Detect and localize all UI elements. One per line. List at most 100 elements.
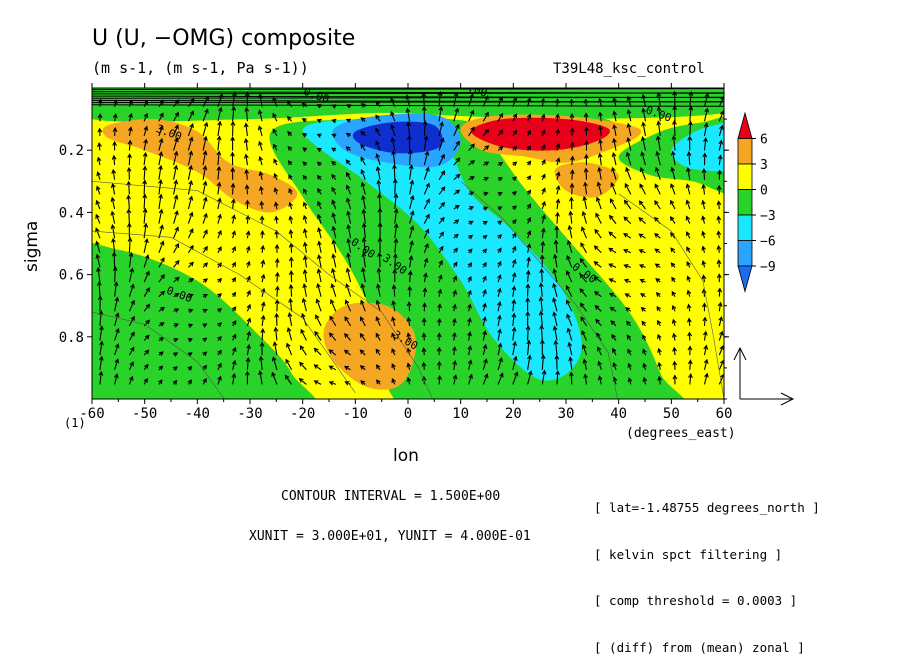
wind-vector [202, 229, 208, 239]
wind-vector [97, 280, 102, 297]
wind-vector [608, 231, 617, 239]
wind-vector [158, 224, 164, 239]
wind-vector [202, 245, 208, 254]
wind-vector [287, 312, 293, 326]
wind-vector [526, 113, 532, 122]
x-tick-label: 10 [452, 406, 469, 422]
wind-vector [317, 226, 322, 239]
colorbar-tick-label: −9 [760, 260, 776, 275]
wind-vector [595, 318, 602, 327]
wind-vector [316, 147, 322, 153]
wind-vector [316, 283, 322, 297]
wind-vector [217, 349, 222, 356]
wind-vector [511, 219, 517, 224]
wind-vector [567, 341, 573, 356]
wind-vector [344, 365, 351, 371]
wind-vector [231, 320, 237, 327]
colorbar-band-3 [737, 189, 753, 216]
wind-vector [245, 199, 250, 210]
wind-vector [314, 330, 322, 341]
wind-vector [260, 259, 266, 268]
wind-vector [231, 246, 237, 254]
wind-vector [407, 285, 413, 297]
wind-vector [452, 374, 458, 385]
note-diff: [ (diff) from (mean) zonal ] [594, 639, 805, 655]
wind-vector [569, 141, 575, 151]
wind-vector [580, 316, 587, 327]
wind-vector [288, 297, 293, 312]
wind-vector [330, 298, 337, 312]
wind-vector [95, 240, 101, 253]
wind-vector [598, 138, 603, 151]
wind-vector [375, 332, 381, 341]
wind-vector [188, 278, 194, 283]
wind-vector [232, 346, 237, 356]
wind-vector [467, 303, 472, 312]
x-tick-label: 50 [663, 406, 680, 422]
wind-vector [360, 181, 366, 195]
wind-vector [111, 237, 116, 253]
wind-vector [611, 166, 617, 180]
wind-vector [512, 355, 518, 370]
wind-vector [142, 179, 147, 195]
wind-vector [670, 166, 676, 180]
wind-vector [703, 92, 710, 107]
top-contour-7 [92, 104, 724, 107]
wind-vector [526, 216, 532, 224]
wind-vector [452, 289, 458, 297]
wind-vector [569, 155, 575, 166]
wind-vector [286, 342, 293, 356]
wind-vector [540, 227, 546, 239]
wind-vector [438, 201, 446, 210]
wind-vector [377, 251, 382, 268]
wind-vector [216, 197, 222, 210]
wind-vector [497, 220, 503, 226]
wind-vector [671, 332, 677, 341]
wind-vector [114, 327, 120, 341]
wind-vector [717, 287, 723, 297]
wind-vector [468, 109, 475, 122]
wind-vector [143, 138, 148, 151]
wind-vector [98, 370, 104, 385]
wind-vector [302, 174, 308, 181]
wind-vector [482, 373, 489, 385]
wind-vector [569, 169, 575, 180]
wind-vector [158, 151, 164, 166]
wind-vector [128, 283, 135, 297]
wind-vector [640, 135, 647, 151]
wind-vector [407, 270, 413, 283]
wind-vector [112, 266, 118, 283]
wind-vector [360, 299, 366, 312]
wind-vector [230, 198, 236, 210]
wind-vector [669, 216, 676, 224]
wind-vector [158, 290, 166, 298]
wind-vector [702, 330, 708, 341]
wind-vector [375, 348, 381, 356]
wind-vector [642, 348, 647, 356]
wind-vector [423, 198, 430, 210]
wind-vector [111, 168, 117, 180]
wind-vector [581, 330, 587, 341]
wind-vector [565, 270, 573, 283]
wind-vector [482, 358, 488, 370]
wind-vector [718, 330, 724, 341]
wind-vector [143, 254, 150, 268]
wind-vector [468, 220, 474, 226]
wind-vector [302, 228, 308, 239]
wind-vector [375, 379, 381, 385]
wind-vector [142, 207, 148, 224]
wind-vector [173, 259, 180, 268]
wind-vector [421, 105, 427, 122]
wind-vector [467, 317, 472, 327]
wind-vector [274, 285, 280, 297]
wind-vector [482, 329, 488, 341]
wind-vector [702, 152, 708, 166]
wind-vector [375, 364, 381, 371]
region-above-6 [471, 117, 610, 151]
wind-vector [217, 262, 222, 268]
wind-vector [391, 300, 397, 312]
wind-vector [540, 240, 546, 253]
wind-vector [143, 112, 149, 122]
wind-vector [672, 360, 678, 370]
wind-vector [541, 173, 546, 180]
